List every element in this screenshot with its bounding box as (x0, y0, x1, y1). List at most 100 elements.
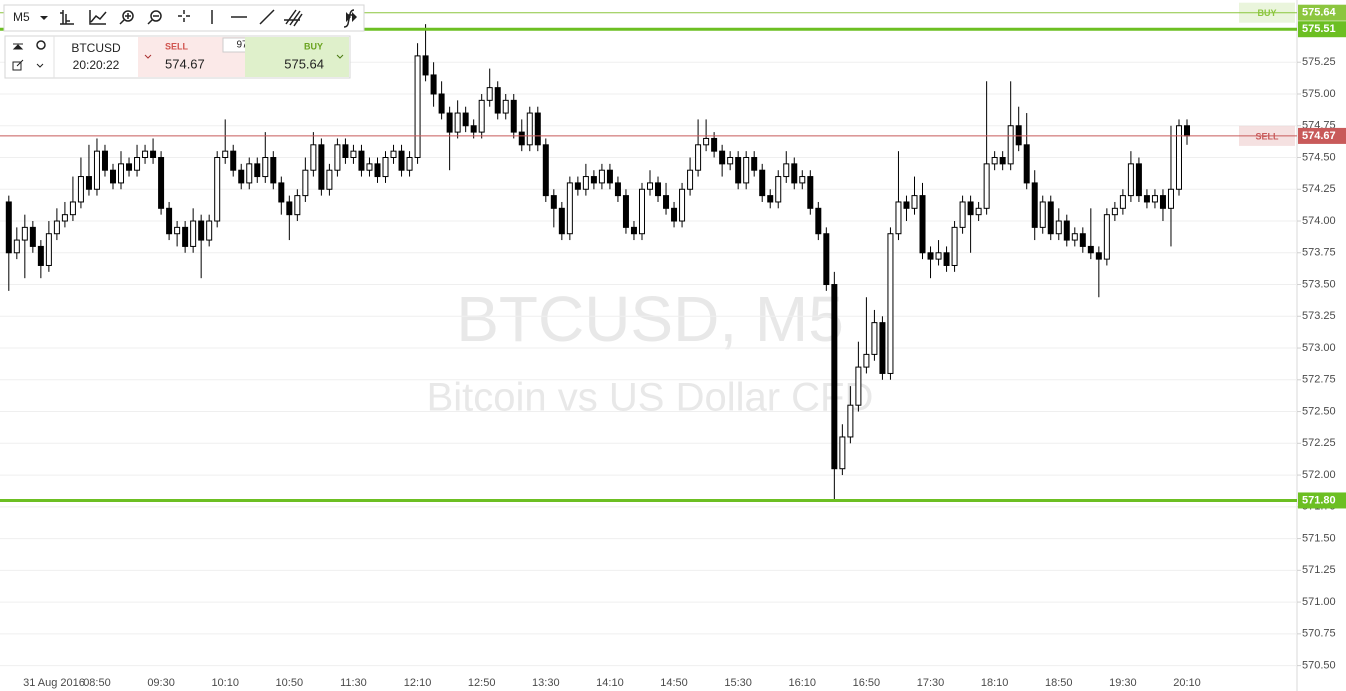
candle-body (1175, 125, 1182, 190)
candle-body (350, 150, 357, 159)
candle-body (1079, 233, 1086, 247)
x-tick-label: 31 Aug 2016 (23, 677, 85, 689)
candle-body (382, 157, 389, 178)
x-tick-label: 19:30 (1109, 677, 1137, 689)
price-tag-box (1239, 125, 1295, 146)
candle-body (109, 169, 116, 184)
y-tick-label: 573.00 (1302, 342, 1336, 354)
candle-body (1023, 144, 1030, 184)
candle-body (943, 252, 950, 266)
buy-dropdown[interactable] (336, 54, 344, 59)
zoom-in-button[interactable] (119, 10, 134, 25)
sell-dropdown[interactable] (144, 54, 152, 59)
candle-body (622, 195, 629, 228)
interval-label: M5 (13, 10, 30, 24)
popout-icon[interactable] (12, 59, 24, 71)
candle-body (647, 182, 653, 190)
candle-body (366, 163, 373, 171)
y-tick-label: 574.75 (1302, 120, 1336, 132)
candle-body (911, 195, 918, 209)
price-label-box (1298, 492, 1346, 509)
y-tick-label: 575.00 (1302, 88, 1336, 100)
price-label: 571.80 (1302, 494, 1336, 506)
candle-body (1063, 220, 1070, 241)
candle-body (510, 99, 517, 133)
x-tick-label: 16:10 (789, 677, 817, 689)
candle-body (927, 252, 934, 260)
channel-button[interactable] (284, 9, 303, 27)
candle-body (69, 201, 76, 216)
candle-body (959, 201, 966, 228)
y-tick-label: 572.75 (1302, 374, 1336, 386)
candle-body (270, 157, 277, 184)
candle-body (326, 169, 333, 190)
collapse-icon[interactable] (12, 43, 24, 50)
candle-body (598, 169, 605, 184)
x-tick-label: 10:10 (211, 677, 239, 689)
candle-body (799, 176, 806, 184)
zoom-out-button[interactable] (147, 10, 162, 25)
candle-body (1047, 201, 1054, 235)
candle-body (126, 163, 133, 171)
symbol: BTCUSD (71, 41, 121, 55)
candle-body (1111, 207, 1118, 216)
candle-body (1015, 125, 1022, 146)
candle-body (887, 233, 894, 374)
buy-button[interactable] (245, 37, 349, 77)
candle-body (1127, 163, 1134, 197)
candle-body (101, 150, 108, 171)
sell-price: 574.67 (165, 56, 205, 71)
candle-body (663, 195, 670, 209)
candle-body (566, 182, 573, 235)
candle-body (614, 182, 621, 197)
candle-body (1031, 182, 1038, 228)
candle-body (767, 195, 774, 203)
candle-body (991, 157, 998, 165)
candle-body (1151, 195, 1158, 203)
candle-body (807, 176, 814, 209)
interval-button[interactable]: M5 (5, 6, 55, 30)
x-tick-label: 11:30 (340, 677, 367, 689)
price-tag: BUY (1257, 8, 1276, 18)
candle-body (85, 176, 92, 190)
search-icon[interactable] (36, 40, 46, 50)
candle-body (863, 353, 870, 368)
y-tick-label: 571.00 (1302, 596, 1336, 608)
candle-body (695, 144, 702, 171)
candle-body (142, 150, 149, 159)
candle-body (574, 182, 581, 190)
x-tick-label: 20:10 (1173, 677, 1201, 689)
candle-body (198, 220, 205, 241)
y-tick-label: 571.50 (1302, 532, 1336, 544)
expand-icon[interactable] (36, 63, 44, 68)
candle-body (558, 207, 565, 235)
y-tick-label: 571.25 (1302, 564, 1336, 576)
candle-body (1159, 195, 1166, 209)
buy-price: 575.64 (284, 56, 324, 71)
candle-body (158, 157, 165, 209)
candle-body (134, 157, 141, 171)
candle-body (895, 201, 902, 235)
y-tick-label: 574.25 (1302, 183, 1336, 195)
candle-body (206, 220, 213, 241)
candle-body (406, 157, 413, 171)
candle-body (823, 233, 830, 286)
x-tick-label: 18:10 (981, 677, 1009, 689)
indicators-button[interactable] (89, 10, 107, 25)
candle-body (342, 144, 349, 159)
candle-body (1135, 163, 1142, 197)
candle-body (45, 233, 52, 266)
candle-body (975, 207, 982, 216)
candle-body (919, 195, 926, 254)
x-tick-label: 13:30 (532, 677, 560, 689)
trend-line-button[interactable] (259, 9, 275, 25)
candle-body (727, 157, 734, 165)
play-button[interactable] (346, 12, 357, 22)
crosshair-button[interactable] (178, 10, 190, 22)
candle-body (847, 404, 854, 438)
bars-style-button[interactable] (60, 10, 74, 25)
price-label-box (1298, 127, 1346, 144)
watermark-title: BTCUSD, M5 (456, 283, 844, 355)
